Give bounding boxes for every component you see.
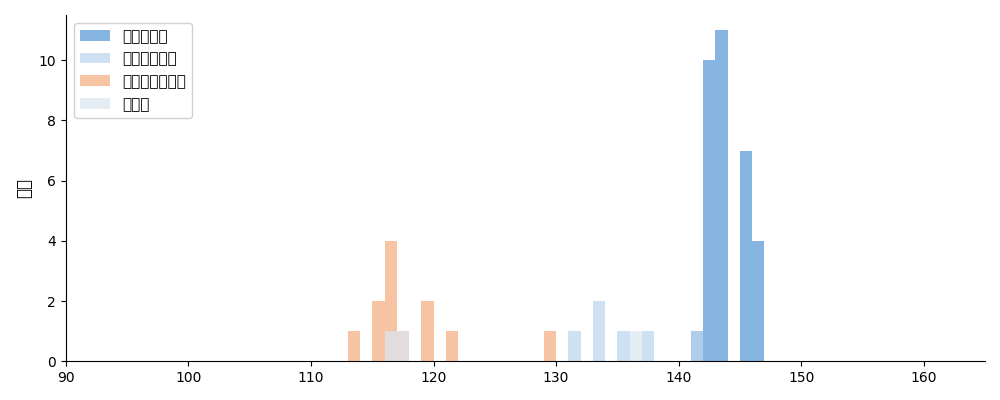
Bar xyxy=(348,331,360,361)
Bar xyxy=(691,331,703,361)
Bar xyxy=(740,150,752,361)
Legend: ストレート, カットボール, チェンジアップ, カーブ: ストレート, カットボール, チェンジアップ, カーブ xyxy=(74,23,192,118)
Bar xyxy=(385,241,397,361)
Bar xyxy=(617,331,630,361)
Bar xyxy=(691,331,703,361)
Y-axis label: 球数: 球数 xyxy=(15,178,33,198)
Bar xyxy=(544,331,556,361)
Bar xyxy=(397,331,409,361)
Bar xyxy=(593,301,605,361)
Bar xyxy=(372,301,385,361)
Bar xyxy=(568,331,581,361)
Bar xyxy=(703,60,715,361)
Bar xyxy=(715,30,728,361)
Bar xyxy=(385,331,397,361)
Bar xyxy=(397,331,409,361)
Bar xyxy=(630,331,642,361)
Bar xyxy=(752,241,764,361)
Bar xyxy=(421,301,434,361)
Bar xyxy=(446,331,458,361)
Bar xyxy=(642,331,654,361)
